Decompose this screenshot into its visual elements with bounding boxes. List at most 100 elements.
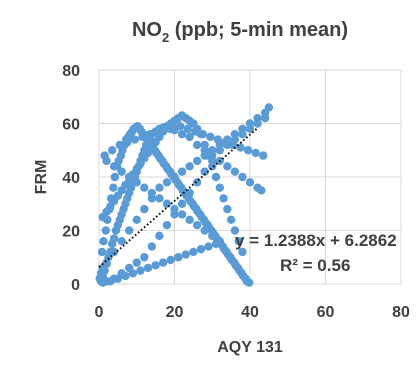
data-point xyxy=(147,242,157,251)
data-point xyxy=(177,199,187,208)
data-point xyxy=(196,245,206,254)
data-point xyxy=(215,183,224,192)
data-point xyxy=(238,124,247,134)
data-point xyxy=(177,130,187,139)
data-point xyxy=(208,162,217,171)
x-tick-labels: 0 20 40 60 80 xyxy=(95,304,410,321)
data-point xyxy=(177,210,187,219)
data-point xyxy=(109,247,119,257)
data-point xyxy=(230,130,240,139)
data-point xyxy=(228,140,238,150)
x-tick-label: 60 xyxy=(317,304,335,321)
data-point xyxy=(98,212,107,222)
data-point xyxy=(226,215,236,224)
data-point xyxy=(140,253,149,262)
chart-title-rest: (ppb; 5-min mean) xyxy=(169,19,348,41)
data-point xyxy=(245,278,254,287)
data-point xyxy=(170,204,179,214)
data-point xyxy=(245,119,255,128)
data-point xyxy=(243,146,253,155)
data-point xyxy=(204,151,213,160)
data-point xyxy=(140,183,149,192)
y-tick-label: 20 xyxy=(62,224,80,241)
data-point xyxy=(132,258,141,267)
data-point xyxy=(183,124,192,134)
data-point xyxy=(230,226,240,235)
data-point xyxy=(211,172,221,182)
data-point xyxy=(110,172,120,182)
chart-title-sub: 2 xyxy=(162,30,169,45)
data-point xyxy=(166,255,175,265)
data-point xyxy=(204,242,213,251)
data-point xyxy=(143,263,153,273)
trendline-group xyxy=(98,127,259,268)
data-point xyxy=(251,148,260,158)
y-tick-label: 0 xyxy=(71,277,80,294)
chart-title: NO2 (ppb; 5-min mean) xyxy=(132,19,348,45)
data-point xyxy=(192,178,202,187)
data-point xyxy=(223,204,232,214)
data-point xyxy=(162,178,172,187)
data-point xyxy=(192,140,202,150)
data-point xyxy=(192,220,202,230)
data-point xyxy=(125,226,134,235)
data-point xyxy=(113,274,123,283)
y-tick-label: 80 xyxy=(62,63,80,80)
data-point xyxy=(223,162,232,171)
data-point xyxy=(174,253,183,262)
data-point xyxy=(200,167,209,176)
data-point xyxy=(108,146,117,155)
data-point xyxy=(215,140,224,150)
data-point xyxy=(155,194,164,203)
data-point xyxy=(185,132,194,142)
trend-r2: R² = 0.56 xyxy=(280,256,350,275)
data-point xyxy=(238,172,247,182)
data-point xyxy=(95,274,104,283)
data-point xyxy=(99,237,108,246)
data-point xyxy=(223,135,232,144)
data-point xyxy=(136,266,145,275)
data-point xyxy=(128,269,138,278)
data-point xyxy=(147,194,157,203)
x-axis-label: AQY 131 xyxy=(217,339,283,356)
y-axis-label: FRM xyxy=(33,160,50,195)
data-point xyxy=(253,113,262,123)
data-point xyxy=(185,162,194,171)
data-point xyxy=(151,261,160,270)
y-tick-label: 40 xyxy=(62,170,80,187)
x-tick-label: 0 xyxy=(95,304,104,321)
data-point xyxy=(100,151,109,160)
data-point xyxy=(109,234,119,243)
x-tick-label: 40 xyxy=(241,304,259,321)
y-tick-labels: 0 20 40 60 80 xyxy=(62,63,80,294)
trend-equation: y = 1.2388x + 6.2862 xyxy=(235,231,397,250)
data-point xyxy=(260,108,270,118)
x-tick-label: 20 xyxy=(166,304,184,321)
data-point xyxy=(121,271,130,281)
data-point xyxy=(106,277,115,286)
data-point xyxy=(132,215,141,224)
data-point xyxy=(155,183,164,192)
x-tick-label: 80 xyxy=(392,304,410,321)
data-point xyxy=(162,199,172,208)
data-point xyxy=(189,247,198,257)
data-point xyxy=(181,250,191,259)
y-tick-label: 60 xyxy=(62,117,80,134)
data-point xyxy=(200,140,209,150)
data-point xyxy=(130,135,140,144)
data-point xyxy=(219,194,228,203)
trendline xyxy=(98,127,259,268)
data-point xyxy=(238,247,247,257)
chart-title-main: NO xyxy=(132,19,162,41)
data-point xyxy=(259,151,268,160)
data-point xyxy=(155,231,164,241)
data-point xyxy=(230,167,240,176)
data-point xyxy=(257,186,266,195)
data-point xyxy=(97,247,107,257)
data-points xyxy=(95,103,274,287)
data-point xyxy=(140,204,149,214)
data-point xyxy=(132,178,141,187)
data-point xyxy=(245,178,255,187)
